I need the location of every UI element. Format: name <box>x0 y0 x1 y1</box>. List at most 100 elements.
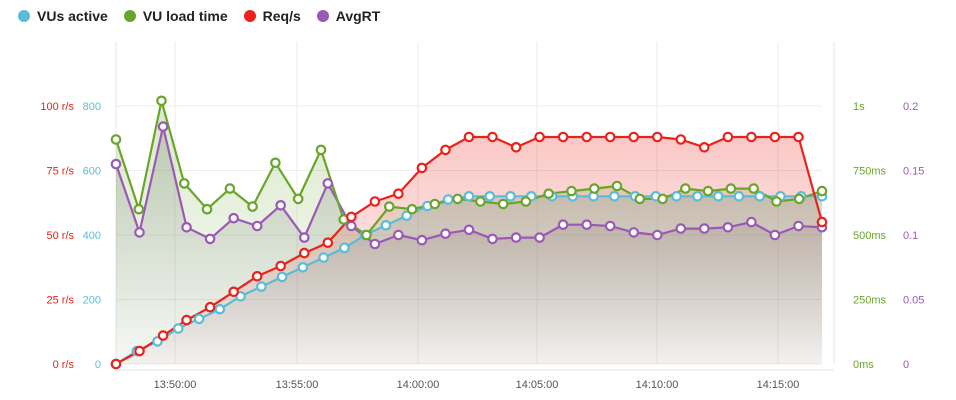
data-point-vus[interactable] <box>256 281 267 292</box>
data-point-vus[interactable] <box>671 191 682 202</box>
data-point-vus[interactable] <box>214 303 226 315</box>
data-point-vus[interactable] <box>505 191 516 202</box>
data-point-vus[interactable] <box>692 191 703 202</box>
data-point-avgrt[interactable] <box>510 232 522 243</box>
data-point-avgrt[interactable] <box>534 232 545 243</box>
data-point-vu-load-time[interactable] <box>816 185 828 197</box>
data-point-reqs[interactable] <box>416 162 428 174</box>
data-point-vus[interactable] <box>297 261 309 273</box>
data-point-vus[interactable] <box>712 191 724 202</box>
data-point-vu-load-time[interactable] <box>680 183 691 194</box>
data-point-vu-load-time[interactable] <box>361 229 372 241</box>
data-point-avgrt[interactable] <box>369 238 381 250</box>
data-point-reqs[interactable] <box>251 270 263 282</box>
data-point-vus[interactable] <box>276 271 288 283</box>
data-point-avgrt[interactable] <box>322 178 334 189</box>
data-point-vu-load-time[interactable] <box>588 183 600 194</box>
data-point-avgrt[interactable] <box>134 227 145 238</box>
data-point-avgrt[interactable] <box>604 220 616 232</box>
data-point-vu-load-time[interactable] <box>634 193 646 205</box>
data-point-reqs[interactable] <box>369 196 381 207</box>
data-point-avgrt[interactable] <box>157 121 169 132</box>
data-point-vus[interactable] <box>380 220 392 231</box>
data-point-reqs[interactable] <box>204 301 216 313</box>
data-point-avgrt[interactable] <box>228 212 239 224</box>
data-point-avgrt[interactable] <box>440 228 451 239</box>
legend-item-avgrt[interactable]: AvgRT <box>316 8 380 24</box>
data-point-vus[interactable] <box>401 210 412 221</box>
data-point-reqs[interactable] <box>440 144 451 156</box>
data-point-vu-load-time[interactable] <box>657 193 668 205</box>
data-point-vu-load-time[interactable] <box>406 203 418 215</box>
data-point-reqs[interactable] <box>181 314 192 326</box>
data-point-vu-load-time[interactable] <box>133 203 145 215</box>
legend-item-reqs[interactable]: Req/s <box>243 8 301 24</box>
data-point-avgrt[interactable] <box>298 232 310 243</box>
data-point-reqs[interactable] <box>816 216 828 228</box>
data-point-avgrt[interactable] <box>181 222 192 233</box>
data-point-vu-load-time[interactable] <box>452 193 463 205</box>
data-point-avgrt[interactable] <box>487 233 498 245</box>
data-point-vu-load-time[interactable] <box>110 134 122 145</box>
data-point-vu-load-time[interactable] <box>543 188 554 199</box>
data-point-vu-load-time[interactable] <box>315 144 327 156</box>
data-point-reqs[interactable] <box>393 188 404 199</box>
data-point-vu-load-time[interactable] <box>292 193 304 205</box>
legend-item-vu-load-time[interactable]: VU load time <box>123 8 228 24</box>
data-point-avgrt[interactable] <box>251 220 263 232</box>
data-point-reqs[interactable] <box>746 131 757 143</box>
data-point-vu-load-time[interactable] <box>475 196 486 207</box>
data-point-vus[interactable] <box>173 323 184 334</box>
legend-item-vus[interactable]: VUs active <box>18 8 108 24</box>
data-point-vu-load-time[interactable] <box>611 180 623 192</box>
data-point-reqs[interactable] <box>322 237 334 248</box>
data-point-avgrt[interactable] <box>722 222 734 233</box>
data-point-avgrt[interactable] <box>463 224 475 236</box>
data-point-vus[interactable] <box>733 191 745 202</box>
data-point-avgrt[interactable] <box>345 220 357 232</box>
data-point-vus[interactable] <box>442 194 454 205</box>
data-point-avgrt[interactable] <box>769 229 781 241</box>
data-point-vu-load-time[interactable] <box>429 198 441 210</box>
data-point-vus[interactable] <box>463 191 475 202</box>
data-point-avgrt[interactable] <box>557 219 569 230</box>
data-point-avgrt[interactable] <box>698 223 710 234</box>
data-point-avgrt[interactable] <box>746 216 757 228</box>
data-point-vus[interactable] <box>193 313 205 325</box>
data-point-vus[interactable] <box>754 191 765 202</box>
data-point-reqs[interactable] <box>581 131 592 143</box>
data-point-avgrt[interactable] <box>110 158 122 170</box>
data-point-avgrt[interactable] <box>416 234 428 246</box>
data-point-reqs[interactable] <box>769 131 781 143</box>
data-point-reqs[interactable] <box>651 131 663 143</box>
data-point-reqs[interactable] <box>510 142 522 153</box>
data-point-avgrt[interactable] <box>628 227 639 238</box>
data-point-reqs[interactable] <box>793 131 804 143</box>
data-point-avgrt[interactable] <box>581 219 592 230</box>
data-point-reqs[interactable] <box>463 131 475 143</box>
data-point-avgrt[interactable] <box>275 200 286 211</box>
data-point-vus[interactable] <box>609 191 620 202</box>
data-point-vus[interactable] <box>318 252 329 263</box>
data-point-vu-load-time[interactable] <box>247 201 258 212</box>
data-point-vu-load-time[interactable] <box>383 201 395 212</box>
data-point-avgrt[interactable] <box>393 229 404 241</box>
data-point-reqs[interactable] <box>487 131 498 143</box>
data-point-vus[interactable] <box>484 191 496 202</box>
data-point-vu-load-time[interactable] <box>793 193 805 205</box>
data-point-avgrt[interactable] <box>675 223 687 234</box>
data-point-reqs[interactable] <box>345 211 357 223</box>
data-point-avgrt[interactable] <box>793 220 804 232</box>
data-point-vu-load-time[interactable] <box>520 196 532 207</box>
data-point-vu-load-time[interactable] <box>702 185 714 197</box>
data-point-reqs[interactable] <box>722 131 734 143</box>
data-point-vus[interactable] <box>339 242 350 254</box>
data-point-avgrt[interactable] <box>651 229 663 241</box>
data-point-reqs[interactable] <box>628 131 639 143</box>
data-point-vu-load-time[interactable] <box>497 198 509 210</box>
data-point-reqs[interactable] <box>275 260 286 272</box>
data-point-reqs[interactable] <box>534 131 545 143</box>
data-point-vu-load-time[interactable] <box>201 203 213 215</box>
data-point-vu-load-time[interactable] <box>748 183 759 194</box>
data-point-vu-load-time[interactable] <box>156 95 167 107</box>
